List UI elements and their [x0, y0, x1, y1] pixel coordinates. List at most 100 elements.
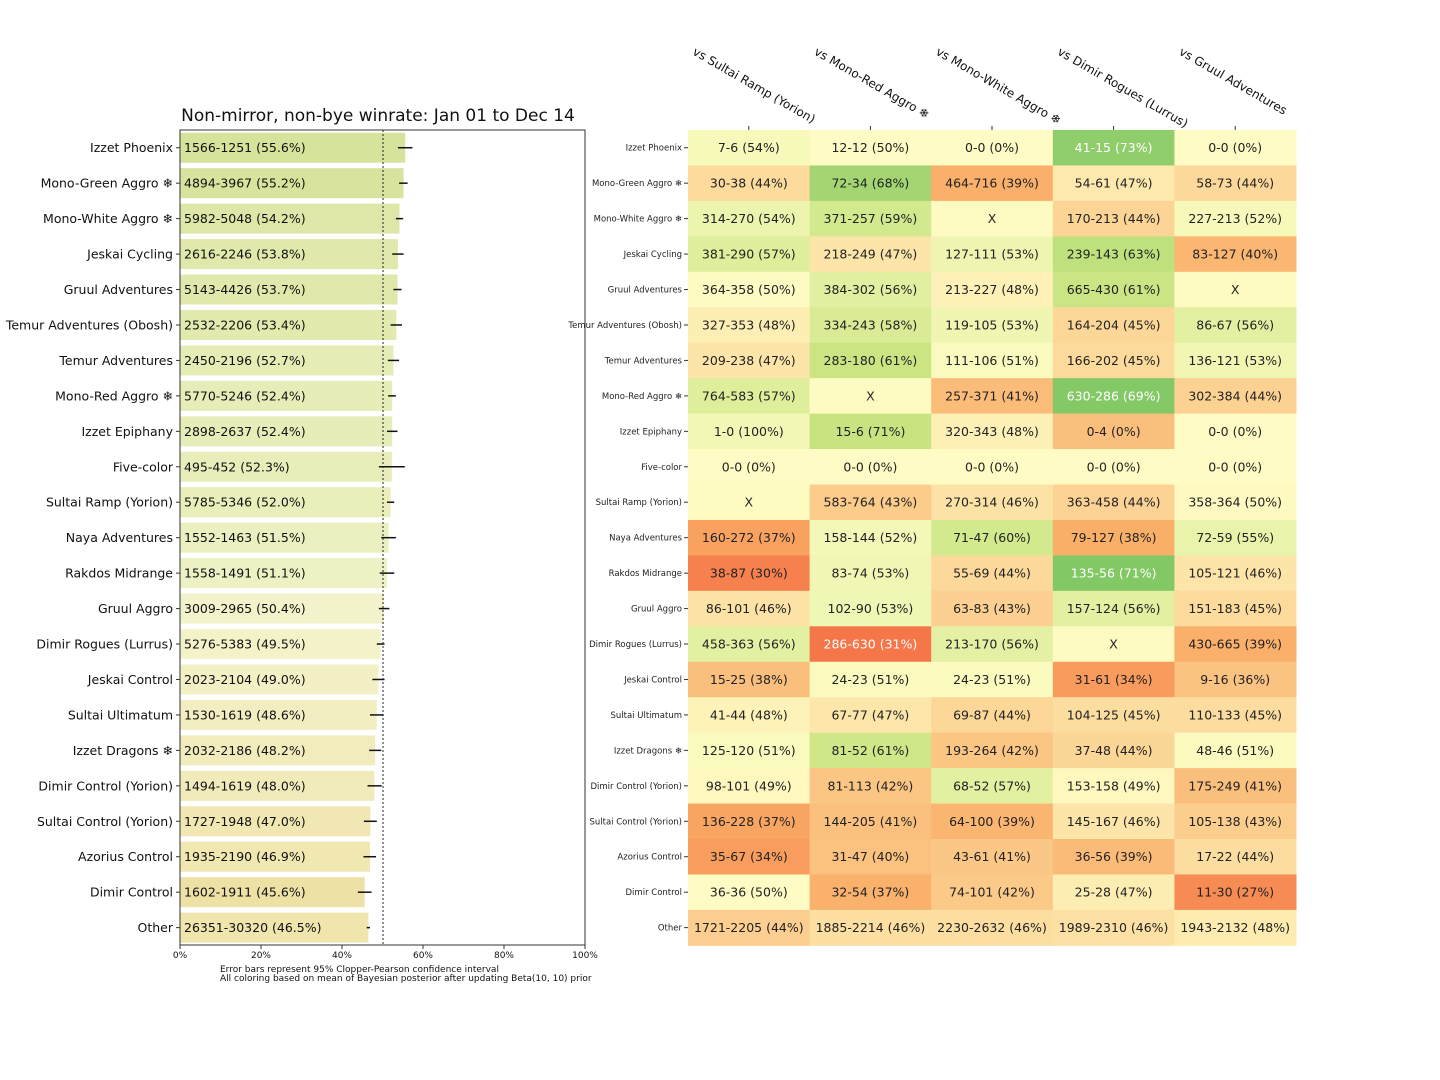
- heatmap-row-label: Sultai Ramp (Yorion): [596, 498, 682, 508]
- winrate-bar: [180, 699, 377, 730]
- record-label: 2616-2246 (53.8%): [184, 247, 306, 262]
- heatmap-column-label: vs Dimir Rogues (Lurrus): [1055, 44, 1190, 130]
- heatmap-cell-text: 17-22 (44%): [1196, 849, 1274, 864]
- heatmap-row-label: Dimir Rogues (Lurrus): [589, 640, 682, 650]
- x-tick-label: 60%: [413, 951, 433, 961]
- heatmap-row-label: Jeskai Control: [623, 675, 682, 685]
- heatmap-cell: [809, 484, 932, 521]
- heatmap-cell-text: 102-90 (53%): [828, 601, 914, 616]
- heatmap-cell-text: 11-30 (27%): [1196, 885, 1274, 900]
- heatmap-cell-text: 458-363 (56%): [702, 637, 796, 652]
- heatmap-cell-text: 213-170 (56%): [945, 637, 1039, 652]
- heatmap-cell-text: 0-4 (0%): [1087, 424, 1141, 439]
- heatmap-cell-text: 364-358 (50%): [702, 282, 796, 297]
- heatmap-cell-text: 213-227 (48%): [945, 282, 1039, 297]
- heatmap-row-label: Mono-Red Aggro ❄: [602, 392, 682, 402]
- heatmap-cell-text: 7-6 (54%): [718, 140, 780, 155]
- heatmap-cell-text: 86-101 (46%): [706, 601, 792, 616]
- heatmap-cell: [931, 484, 1054, 521]
- record-label: 2898-2637 (52.4%): [184, 424, 306, 439]
- heatmap-cell-text: 334-243 (58%): [824, 317, 918, 332]
- heatmap-cell-text: 302-384 (44%): [1188, 388, 1282, 403]
- heatmap-cell-text: 209-238 (47%): [702, 353, 796, 368]
- heatmap-cell: [1174, 909, 1297, 946]
- heatmap-cell-text: 69-87 (44%): [953, 707, 1031, 722]
- heatmap-cell-text: 2230-2632 (46%): [937, 920, 1047, 935]
- heatmap-cell: [688, 909, 811, 946]
- heatmap-cell: [688, 697, 811, 734]
- winrate-bar: [180, 345, 394, 376]
- record-label: 1727-1948 (47.0%): [184, 814, 306, 829]
- record-label: 1558-1491 (51.1%): [184, 566, 306, 581]
- heatmap-cell: [931, 200, 1054, 237]
- heatmap-row-label: Dimir Control (Yorion): [590, 782, 682, 792]
- heatmap-cell-text: 111-106 (51%): [945, 353, 1039, 368]
- heatmap-cell: [931, 555, 1054, 592]
- heatmap-cell: [809, 768, 932, 805]
- heatmap-cell: [931, 590, 1054, 627]
- heatmap-cell: [809, 555, 932, 592]
- winrate-bar: [180, 451, 392, 482]
- heatmap-cell-text: 314-270 (54%): [702, 211, 796, 226]
- heatmap-cell: [809, 909, 932, 946]
- heatmap-cell-text: 125-120 (51%): [702, 743, 796, 758]
- heatmap-cell-text: 105-138 (43%): [1188, 814, 1282, 829]
- winrate-bar: [180, 203, 400, 234]
- heatmap-column-label: vs Gruul Adventures: [1177, 44, 1290, 117]
- heatmap-cell-text: 15-25 (38%): [710, 672, 788, 687]
- heatmap-cell-text: 175-249 (41%): [1188, 778, 1282, 793]
- heatmap-cell: [931, 626, 1054, 663]
- heatmap-cell-text: 81-52 (61%): [831, 743, 909, 758]
- heatmap-cell-text: 0-0 (0%): [1208, 459, 1262, 474]
- winrate-bar-chart: Izzet Phoenix 1566-1251 (55.6%) Mono-Green…: [5, 132, 413, 943]
- heatmap-cell-text: 157-124 (56%): [1067, 601, 1161, 616]
- archetype-label: Dimir Control: [90, 885, 173, 900]
- heatmap-cell-text: 136-121 (53%): [1188, 353, 1282, 368]
- heatmap-cell-text: 1-0 (100%): [714, 424, 784, 439]
- heatmap-cell: [1052, 271, 1175, 308]
- record-label: 1566-1251 (55.6%): [184, 140, 306, 155]
- heatmap-cell-text: 160-272 (37%): [702, 530, 796, 545]
- x-tick-label: 40%: [332, 951, 352, 961]
- heatmap-cell-text: 30-38 (44%): [710, 176, 788, 191]
- heatmap-cell: [1174, 874, 1297, 911]
- heatmap-row-label: Mono-Green Aggro ❄: [592, 179, 682, 189]
- archetype-label: Sultai Ramp (Yorion): [46, 495, 173, 510]
- heatmap-cell: [1174, 130, 1297, 166]
- heatmap-cell-text: 135-56 (71%): [1071, 566, 1157, 581]
- heatmap-cell-text: 144-205 (41%): [824, 814, 918, 829]
- heatmap-row-label: Temur Adventures: [604, 356, 683, 366]
- heatmap-cell-text: X: [988, 211, 997, 226]
- heatmap-cell: [1052, 449, 1175, 485]
- heatmap-cell-text: 15-6 (71%): [835, 424, 905, 439]
- heatmap-cell-text: 25-28 (47%): [1075, 885, 1153, 900]
- archetype-label: Temur Adventures: [58, 353, 173, 368]
- heatmap-cell: [931, 519, 1054, 556]
- heatmap-cell-text: 320-343 (48%): [945, 424, 1039, 439]
- heatmap-cell-text: 83-74 (53%): [831, 566, 909, 581]
- heatmap-cell-text: 358-364 (50%): [1188, 495, 1282, 510]
- heatmap-cell: [1052, 590, 1175, 627]
- heatmap-cell-text: 166-202 (45%): [1067, 353, 1161, 368]
- heatmap-cell-text: 193-264 (42%): [945, 743, 1039, 758]
- heatmap-cell-text: 764-583 (57%): [702, 388, 796, 403]
- winrate-bar: [180, 239, 398, 270]
- heatmap-cell: [1052, 130, 1175, 166]
- heatmap-cell: [809, 626, 932, 663]
- heatmap-cell: [809, 732, 932, 769]
- heatmap-cell-text: 170-213 (44%): [1067, 211, 1161, 226]
- heatmap-row-label: Izzet Phoenix: [626, 144, 682, 154]
- heatmap-cell: [931, 378, 1054, 415]
- archetype-label: Izzet Dragons ❄: [73, 743, 173, 758]
- heatmap-cell: [688, 236, 811, 273]
- heatmap-cell-text: 136-228 (37%): [702, 814, 796, 829]
- record-label: 2023-2104 (49.0%): [184, 672, 306, 687]
- heatmap-cell: [1052, 200, 1175, 237]
- x-tick-label: 80%: [494, 951, 514, 961]
- heatmap-cell: [1174, 413, 1297, 450]
- heatmap-cell: [1052, 236, 1175, 273]
- heatmap-cell-text: 0-0 (0%): [722, 459, 776, 474]
- heatmap-column-label: vs Sultai Ramp (Yorion): [690, 44, 817, 126]
- heatmap-cell: [1174, 555, 1297, 592]
- heatmap-cell: [688, 661, 811, 698]
